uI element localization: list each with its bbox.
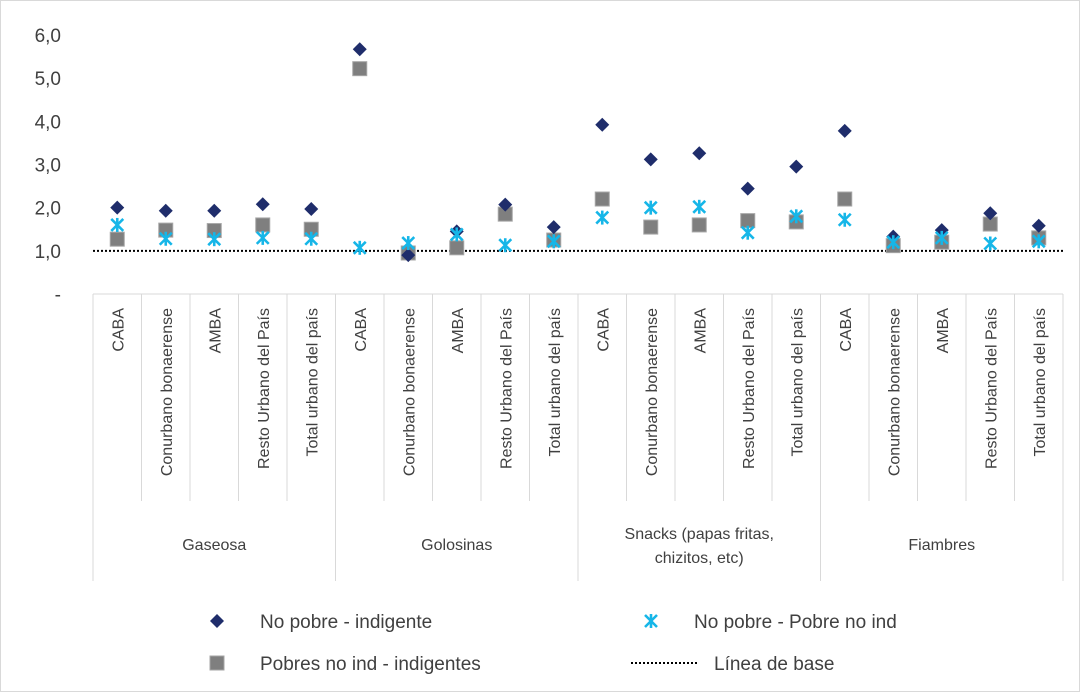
- category-label: AMBA: [450, 308, 467, 354]
- category-label: Conurbano bonaerense: [159, 308, 176, 476]
- diamond-point: [110, 200, 125, 215]
- category-label: Resto Urbano del País: [498, 308, 515, 469]
- category-label: AMBA: [935, 308, 952, 354]
- diamond-point: [692, 146, 707, 161]
- legend-square-swatch: [209, 655, 225, 671]
- asterisk-point: [304, 231, 319, 246]
- legend-asterisk-swatch: [644, 614, 658, 628]
- category-label: Total urbano del país: [789, 308, 806, 457]
- asterisk-point: [789, 209, 804, 224]
- y-tick-label: 6,0: [35, 26, 61, 47]
- group-label: Gaseosa: [182, 537, 246, 554]
- y-tick-label: 5,0: [35, 69, 61, 90]
- asterisk-point: [934, 230, 949, 245]
- legend-label: Línea de base: [714, 654, 834, 675]
- diamond-point: [740, 181, 755, 196]
- diamond-point: [255, 197, 270, 212]
- diamond-point: [207, 203, 222, 218]
- y-tick-label: 1,0: [35, 242, 61, 263]
- square-point: [352, 61, 368, 77]
- asterisk-point: [498, 238, 513, 253]
- y-tick-label: 2,0: [35, 199, 61, 220]
- asterisk-point: [886, 235, 901, 250]
- square-point: [255, 217, 271, 233]
- y-tick-label: -: [55, 285, 61, 306]
- legend-label: No pobre - Pobre no ind: [694, 612, 897, 633]
- group-label: Golosinas: [421, 537, 492, 554]
- asterisk-point: [740, 225, 755, 240]
- asterisk-point: [1031, 234, 1046, 249]
- category-label: Total urbano del país: [304, 308, 321, 457]
- group-label-line2: chizitos, etc): [655, 550, 744, 567]
- category-label: AMBA: [692, 308, 709, 354]
- diamond-point: [595, 117, 610, 132]
- category-label: Resto Urbano del País: [983, 308, 1000, 469]
- diamond-point: [304, 201, 319, 216]
- y-tick-label: 4,0: [35, 112, 61, 133]
- diamond-point: [546, 220, 561, 235]
- square-point: [643, 219, 659, 235]
- group-label: Snacks (papas fritas,: [625, 526, 774, 543]
- legend-label: Pobres no ind - indigentes: [260, 654, 481, 675]
- asterisk-point: [449, 227, 464, 242]
- y-tick-label: 3,0: [35, 156, 61, 177]
- category-label: Resto Urbano del País: [256, 308, 273, 469]
- asterisk-point: [837, 212, 852, 227]
- diamond-point: [498, 197, 513, 212]
- group-label: Fiambres: [908, 537, 975, 554]
- category-label: CABA: [838, 308, 855, 352]
- asterisk-point: [595, 210, 610, 225]
- category-label: CABA: [595, 308, 612, 352]
- asterisk-point: [352, 240, 367, 255]
- diamond-point: [158, 203, 173, 218]
- diamond-point: [643, 152, 658, 167]
- category-label: Total urbano del país: [1032, 308, 1049, 457]
- legend-label: No pobre - indigente: [260, 612, 432, 633]
- diamond-point: [837, 123, 852, 138]
- diamond-point: [1031, 218, 1046, 233]
- diamond-point: [401, 248, 416, 263]
- asterisk-point: [255, 230, 270, 245]
- diamond-point: [352, 42, 367, 57]
- category-label: Resto Urbano del País: [741, 308, 758, 469]
- asterisk-point: [983, 236, 998, 251]
- category-label: Conurbano bonaerense: [401, 308, 418, 476]
- asterisk-point: [692, 199, 707, 214]
- asterisk-point: [110, 217, 125, 232]
- category-label: CABA: [110, 308, 127, 352]
- square-point: [109, 231, 125, 247]
- category-label: CABA: [353, 308, 370, 352]
- square-point: [740, 213, 756, 229]
- asterisk-point: [546, 234, 561, 249]
- square-point: [837, 191, 853, 207]
- category-label: Total urbano del país: [547, 308, 564, 457]
- category-label: Conurbano bonaerense: [886, 308, 903, 476]
- diamond-point: [983, 206, 998, 221]
- square-point: [594, 191, 610, 207]
- asterisk-point: [643, 200, 658, 215]
- asterisk-point: [158, 231, 173, 246]
- category-label: Conurbano bonaerense: [644, 308, 661, 476]
- asterisk-point: [401, 236, 416, 251]
- category-label: AMBA: [207, 308, 224, 354]
- legend-diamond-swatch: [210, 614, 224, 628]
- square-point: [691, 217, 707, 233]
- square-point: [449, 240, 465, 256]
- asterisk-point: [207, 232, 222, 247]
- diamond-point: [789, 159, 804, 174]
